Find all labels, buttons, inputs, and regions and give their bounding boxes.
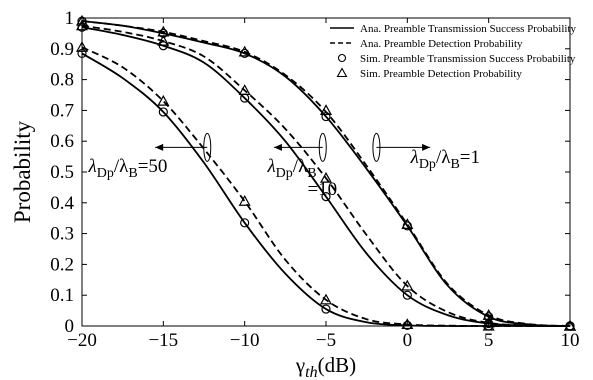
- data-point-circle: [402, 290, 412, 300]
- x-axis-label: γth(dB): [295, 353, 356, 380]
- legend-label: Ana. Preamble Transmission Success Proba…: [360, 23, 577, 35]
- data-point-circle: [321, 192, 331, 202]
- y-tick-label: 0.7: [50, 100, 74, 121]
- series-line-transmission_success: [81, 26, 571, 327]
- annotation-label-line2: =10: [307, 179, 337, 200]
- y-axis-label: Probability: [10, 120, 35, 223]
- data-point-triangle: [157, 34, 170, 46]
- data-point-triangle: [482, 319, 495, 331]
- annotation-label: λDp/λB: [266, 156, 316, 181]
- x-tick-label: −10: [230, 330, 260, 351]
- annotation-label: λDp/λB=1: [410, 147, 480, 172]
- series-line-detection: [81, 46, 570, 327]
- legend: Ana. Preamble Transmission Success Proba…: [330, 23, 577, 80]
- annotation-arrowhead: [422, 143, 431, 151]
- data-point-circle: [77, 48, 87, 59]
- data-point-circle: [321, 111, 331, 122]
- data-point-circle: [240, 218, 250, 228]
- data-point-triangle: [401, 218, 414, 229]
- data-point-triangle: [238, 45, 251, 57]
- legend-marker-circle: [337, 53, 347, 63]
- y-tick-label: 0.4: [50, 193, 74, 214]
- data-point-triangle: [319, 171, 333, 183]
- legend-label: Sim. Preamble Transmission Success Proba…: [360, 53, 576, 65]
- legend-label: Ana. Preamble Detection Probability: [360, 38, 523, 50]
- data-point-triangle: [157, 94, 170, 106]
- data-point-triangle: [75, 14, 89, 26]
- x-tick-label: 0: [403, 330, 413, 351]
- data-point-triangle: [401, 279, 414, 291]
- y-tick-label: 0.9: [50, 39, 74, 60]
- x-tick-label: 5: [484, 330, 494, 351]
- y-tick-label: 0.5: [50, 162, 74, 183]
- data-point-triangle: [75, 41, 89, 52]
- data-point-circle: [158, 107, 168, 117]
- x-tick-label: 10: [561, 330, 580, 351]
- data-point-circle: [484, 318, 494, 329]
- x-tick-label: −5: [316, 330, 336, 351]
- y-tick-label: 1: [65, 8, 75, 29]
- annotation-arrowhead: [273, 143, 282, 151]
- annotation-label: λDp/λB=50: [88, 156, 168, 181]
- data-point-triangle: [238, 84, 251, 95]
- x-tick-label: −15: [148, 330, 178, 351]
- data-point-circle: [158, 41, 168, 51]
- data-point-triangle: [401, 318, 414, 330]
- data-point-triangle: [238, 195, 251, 206]
- y-tick-label: 0.3: [50, 224, 74, 245]
- y-tick-label: 0.8: [50, 70, 74, 91]
- x-tick-label: −20: [67, 330, 97, 351]
- y-tick-label: 0.2: [50, 254, 74, 275]
- y-tick-label: 0.1: [50, 285, 74, 306]
- series-line-detection: [81, 24, 571, 327]
- annotation-arrowhead: [155, 143, 164, 151]
- legend-marker-triangle: [336, 67, 348, 78]
- y-tick-label: 0.6: [50, 131, 74, 152]
- legend-label: Sim. Preamble Detection Probability: [360, 68, 522, 80]
- series-line-detection: [81, 20, 571, 327]
- data-point-circle: [321, 304, 331, 314]
- data-point-circle: [402, 320, 412, 330]
- data-point-triangle: [563, 319, 577, 331]
- data-point-triangle: [319, 293, 333, 305]
- data-point-triangle: [319, 104, 333, 116]
- y-tick-label: 0: [65, 316, 75, 337]
- data-point-triangle: [75, 19, 89, 31]
